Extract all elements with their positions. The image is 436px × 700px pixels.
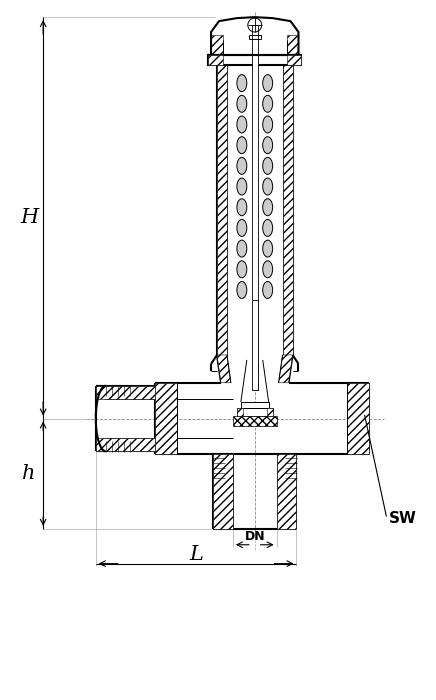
Bar — [283, 65, 293, 355]
Bar — [237, 408, 272, 416]
Ellipse shape — [263, 240, 272, 257]
Bar — [237, 408, 243, 416]
Ellipse shape — [237, 116, 247, 133]
Bar — [286, 55, 301, 65]
Polygon shape — [279, 355, 293, 383]
Bar — [252, 300, 258, 390]
Bar — [213, 454, 233, 529]
Bar — [217, 65, 227, 355]
Ellipse shape — [263, 136, 272, 154]
Text: L: L — [189, 545, 203, 564]
Ellipse shape — [263, 261, 272, 278]
Ellipse shape — [237, 281, 247, 298]
Ellipse shape — [263, 75, 272, 92]
Text: H: H — [20, 209, 38, 228]
Ellipse shape — [237, 178, 247, 195]
Ellipse shape — [237, 136, 247, 154]
Text: SW: SW — [389, 512, 417, 526]
Bar — [241, 402, 269, 408]
Polygon shape — [217, 355, 231, 383]
Bar — [211, 35, 223, 55]
Bar — [252, 25, 258, 390]
Ellipse shape — [237, 158, 247, 174]
Bar — [208, 55, 301, 65]
Ellipse shape — [237, 75, 247, 92]
Ellipse shape — [263, 199, 272, 216]
Bar — [276, 454, 296, 529]
Bar — [252, 300, 258, 390]
Text: h: h — [23, 464, 36, 483]
Ellipse shape — [263, 178, 272, 195]
Bar — [267, 408, 272, 416]
Bar — [208, 55, 223, 65]
Ellipse shape — [237, 95, 247, 112]
Bar — [286, 35, 299, 55]
Bar — [96, 386, 155, 399]
Ellipse shape — [263, 219, 272, 237]
Bar — [96, 438, 155, 452]
Ellipse shape — [237, 219, 247, 237]
Ellipse shape — [263, 158, 272, 174]
Bar — [155, 383, 177, 454]
Ellipse shape — [263, 95, 272, 112]
Text: DN: DN — [245, 531, 265, 543]
Bar — [347, 383, 369, 454]
Ellipse shape — [263, 116, 272, 133]
Ellipse shape — [237, 240, 247, 257]
Ellipse shape — [263, 281, 272, 298]
Bar — [233, 416, 276, 426]
Ellipse shape — [237, 199, 247, 216]
Ellipse shape — [237, 261, 247, 278]
